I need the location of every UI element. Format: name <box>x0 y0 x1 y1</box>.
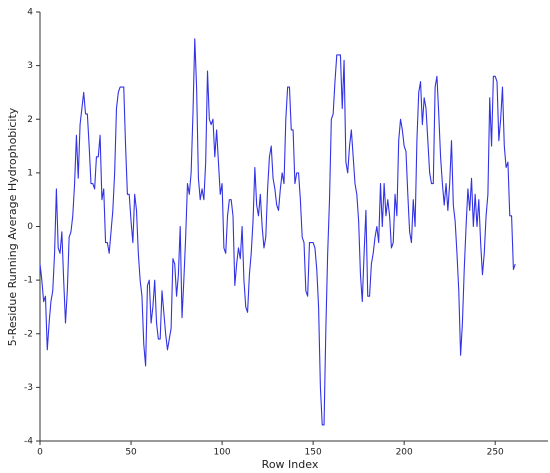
x-tick-label: 150 <box>305 448 322 458</box>
y-tick-label: 2 <box>27 115 33 125</box>
x-tick-label: 50 <box>125 448 137 458</box>
x-tick-label: 200 <box>396 448 413 458</box>
x-tick-label: 100 <box>213 448 230 458</box>
y-tick-label: -3 <box>24 383 33 393</box>
y-tick-label: -1 <box>24 276 33 286</box>
y-tick-label: 3 <box>27 61 33 71</box>
y-tick-label: 1 <box>27 168 33 178</box>
y-tick-label: 4 <box>27 8 33 18</box>
y-tick-label: -4 <box>24 437 33 447</box>
x-axis-title: Row Index <box>262 458 319 471</box>
x-tick-label: 250 <box>487 448 504 458</box>
y-tick-label: 0 <box>27 222 33 232</box>
y-tick-label: -2 <box>24 329 33 339</box>
x-tick-label: 0 <box>37 448 43 458</box>
data-line <box>39 38 516 426</box>
y-axis-title: 5-Residue Running Average Hydrophobicity <box>6 107 19 346</box>
